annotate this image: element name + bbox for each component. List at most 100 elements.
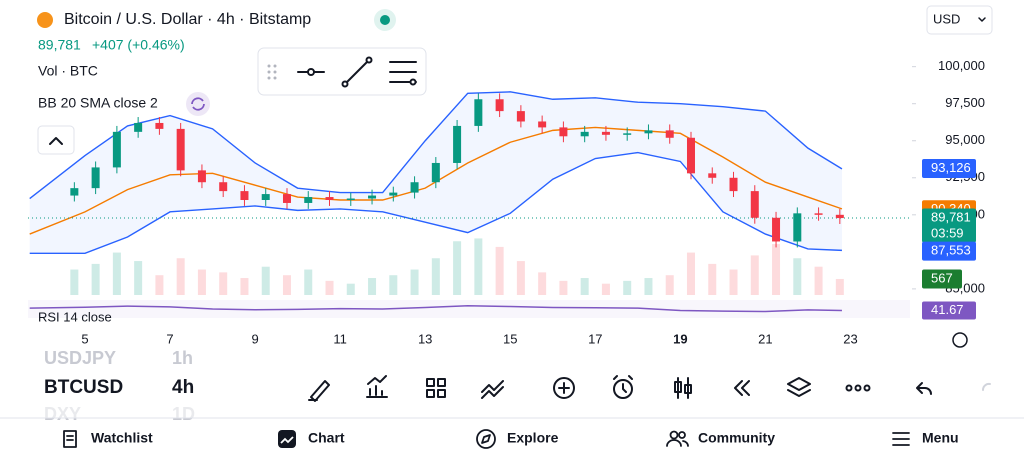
candle-body [623, 133, 632, 135]
candle-body [410, 182, 419, 193]
add-tool[interactable] [553, 377, 575, 399]
market-dot [380, 15, 390, 25]
volume-bar [176, 258, 185, 295]
volume-bar [431, 258, 440, 295]
trend-line-tool[interactable] [341, 56, 373, 88]
layouts-tool[interactable] [426, 378, 446, 398]
candle-body [644, 130, 653, 134]
candle-body [197, 170, 206, 183]
price-tag [922, 208, 976, 243]
rsi-legend[interactable]: RSI 14 close [38, 309, 112, 324]
chart-type-tool[interactable] [674, 377, 692, 399]
volume-bar [346, 283, 355, 295]
candle-body [368, 195, 377, 199]
candle-body [219, 182, 228, 192]
undo[interactable] [916, 382, 932, 395]
candle-body [176, 128, 185, 171]
volume-bar [665, 275, 674, 295]
bb-icon-glyph [191, 97, 205, 111]
nav-item[interactable]: Watchlist [91, 430, 153, 446]
redo[interactable] [981, 382, 991, 391]
candle-body [304, 197, 313, 203]
candle-body [155, 122, 164, 129]
candle-body [559, 127, 568, 137]
x-tick-label: 13 [418, 331, 432, 346]
volume-bar [70, 269, 79, 295]
chevron-up [49, 137, 63, 145]
drag-handle[interactable] [267, 64, 277, 80]
bb-upper [29, 91, 843, 200]
candle-body [495, 99, 504, 112]
price-tag [922, 159, 976, 179]
nav-item[interactable]: Explore [507, 430, 559, 446]
horizontal-ray-tool[interactable] [297, 68, 325, 76]
volume-bar [240, 278, 249, 295]
volume-bar [112, 252, 121, 295]
draw-tool[interactable] [308, 380, 330, 402]
x-tick-label: 5 [81, 331, 88, 346]
price-tag-label: 93,126 [931, 160, 971, 175]
alert-tool[interactable] [613, 379, 633, 399]
currency: USD [933, 11, 960, 26]
candle-body [325, 197, 334, 200]
candle-body [814, 213, 823, 215]
volume-bar [601, 283, 610, 295]
volume-bar [155, 275, 164, 295]
volume-bar [623, 280, 632, 295]
fib-tool[interactable] [389, 61, 417, 86]
replay-tool[interactable] [734, 380, 750, 396]
volume-bar [708, 263, 717, 295]
nav-item[interactable]: Chart [308, 430, 345, 446]
watch-interval[interactable]: 1h [172, 348, 193, 368]
more-tool[interactable] [845, 384, 871, 392]
candle-body [772, 217, 781, 242]
btc-icon [37, 12, 53, 28]
volume-bar [453, 241, 462, 295]
price-change: +407 (+0.46%) [92, 37, 185, 53]
volume-bar [261, 266, 270, 295]
candle-body [580, 131, 589, 137]
candle-body [708, 173, 717, 178]
candle-body [453, 125, 462, 163]
candle-body [665, 130, 674, 138]
candle-body [134, 122, 143, 132]
watchlist-icon [63, 430, 77, 448]
objects-tool[interactable] [787, 377, 811, 397]
watch-symbol[interactable]: BTCUSD [44, 377, 123, 398]
volume-bar [219, 272, 228, 295]
volume-bar [814, 266, 823, 295]
volume-bar [729, 269, 738, 295]
candle-body [282, 194, 291, 203]
volume-bar [750, 255, 759, 295]
volume-bar [410, 269, 419, 295]
candle-body [70, 188, 79, 196]
nav-item[interactable]: Community [698, 430, 775, 446]
watch-interval[interactable]: 4h [172, 377, 194, 398]
candle-body [750, 191, 759, 218]
candle-body [474, 99, 483, 126]
vol-legend[interactable]: Vol · BTC [38, 63, 98, 79]
y-tick-label: 97,500 [945, 95, 985, 110]
bb-legend[interactable]: BB 20 SMA close 2 [38, 95, 158, 111]
settings-icon[interactable] [952, 332, 968, 348]
candle-body [516, 111, 525, 122]
compare-tool[interactable] [481, 380, 504, 399]
volume-tag [922, 269, 962, 289]
x-tick-label: 23 [843, 331, 857, 346]
watch-symbol[interactable]: USDJPY [44, 348, 116, 368]
volume-bar [304, 269, 313, 295]
candle-body [538, 121, 547, 128]
currency-select[interactable] [926, 5, 993, 35]
volume-bar [686, 252, 695, 295]
rsi-tag-label: 41.67 [931, 302, 964, 317]
volume-bar [368, 278, 377, 295]
candle-body [431, 162, 440, 183]
volume-bar [197, 269, 206, 295]
nav-item[interactable]: Menu [922, 430, 959, 446]
chart-icon [278, 430, 296, 448]
volume-bar [772, 244, 781, 295]
bb-icon[interactable] [186, 92, 210, 116]
indicators-tool[interactable] [366, 375, 388, 398]
x-tick-label: 19 [673, 331, 687, 346]
collapse-button[interactable] [37, 125, 75, 155]
